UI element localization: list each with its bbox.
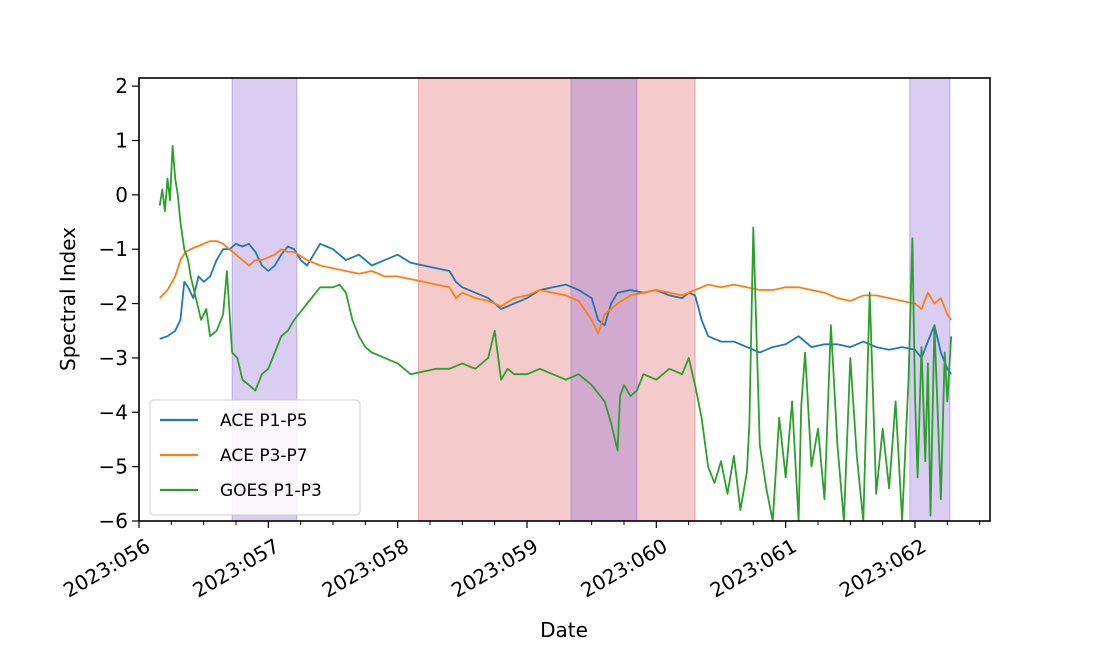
y-tick-label: 2 (115, 74, 128, 98)
series-line-3 (158, 144, 953, 521)
y-axis: −6 −5 −4 −3 −2 −1 0 1 2 (99, 74, 139, 533)
legend: ACE P1-P5 ACE P3-P7 GOES P1-P3 (149, 399, 361, 516)
y-tick-label: 1 (115, 129, 128, 153)
data-series-lines (158, 144, 953, 521)
y-tick-label: −2 (99, 292, 128, 316)
series-line-1 (159, 242, 952, 375)
y-tick-label: −5 (99, 455, 128, 479)
legend-label-1: ACE P1-P5 (220, 411, 308, 431)
shaded-region-3 (570, 78, 638, 521)
legend-label-2: ACE P3-P7 (220, 446, 308, 466)
legend-label-3: GOES P1-P3 (220, 481, 322, 501)
y-tick-label: 0 (115, 183, 128, 207)
legend-box (149, 399, 361, 516)
y-tick-label: −1 (99, 237, 128, 261)
shaded-regions (231, 78, 951, 521)
shaded-region-2 (417, 78, 696, 521)
y-tick-label: −3 (99, 346, 128, 370)
y-axis-title: Spectral Index (56, 227, 80, 371)
x-axis-title: Date (540, 618, 588, 642)
plot-frame (138, 77, 991, 522)
series-line-2 (159, 240, 952, 335)
y-tick-label: −6 (99, 509, 128, 533)
y-tick-label: −4 (99, 400, 128, 424)
